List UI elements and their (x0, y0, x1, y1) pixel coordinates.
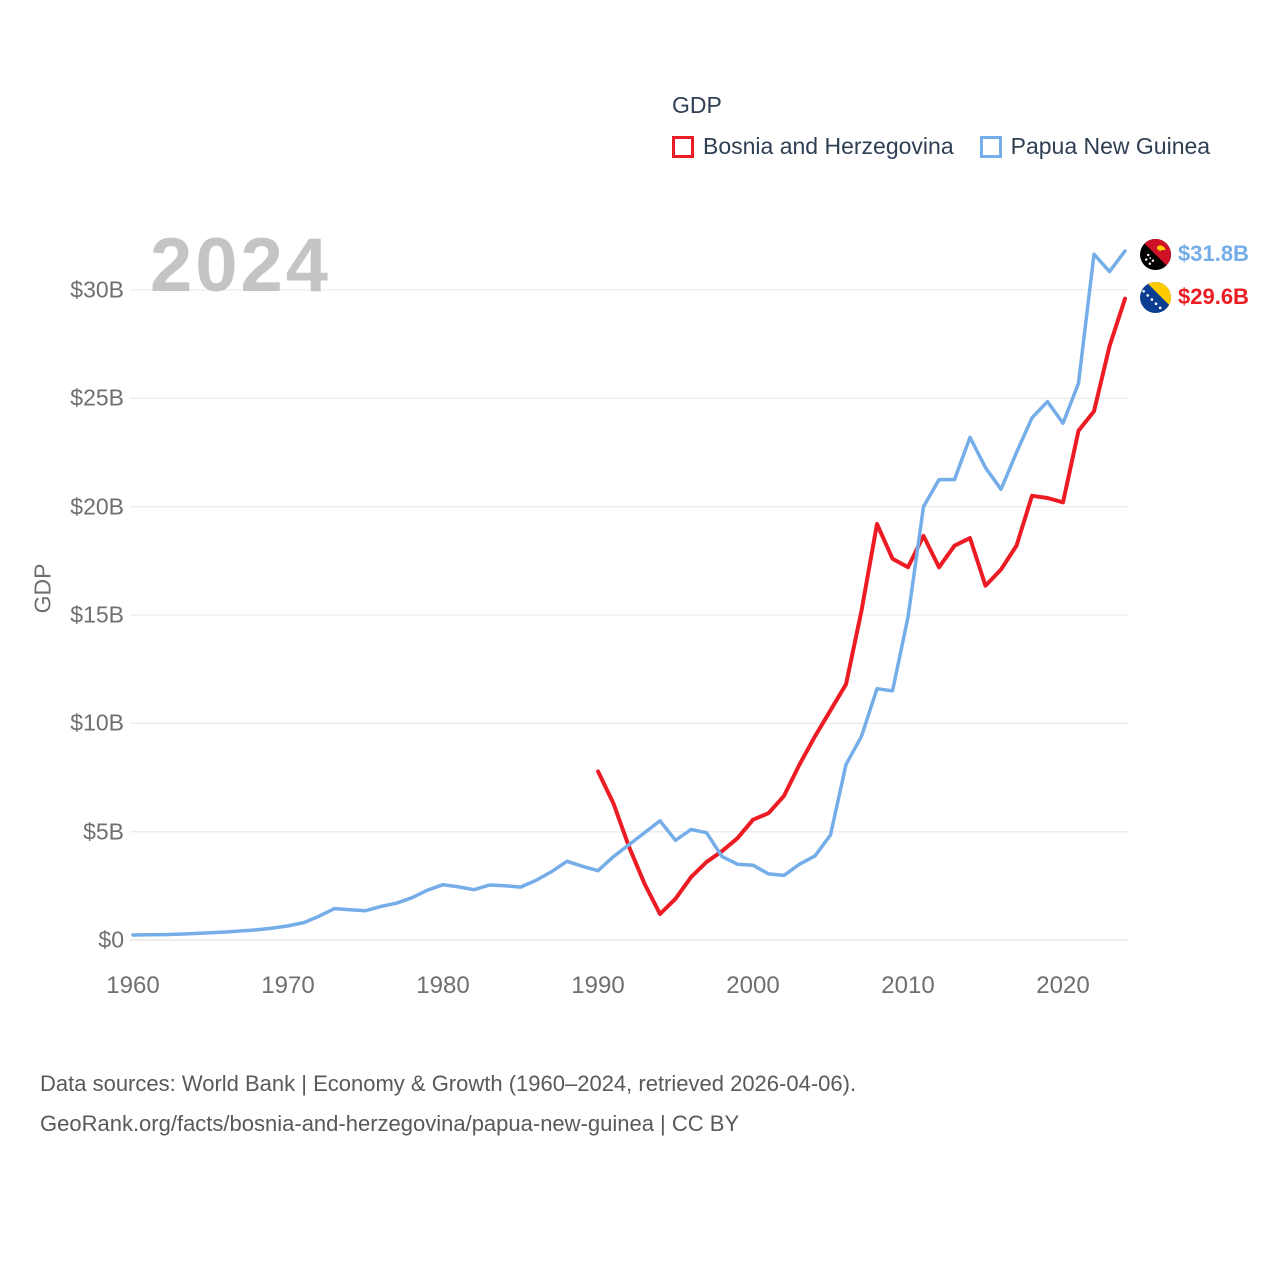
x-tick-label: 2020 (1036, 972, 1090, 999)
png-end-value-label: $31.8B (1178, 241, 1249, 266)
legend-label-bosnia: Bosnia and Herzegovina (703, 133, 954, 159)
legend-label-papua-new-guinea: Papua New Guinea (1010, 133, 1211, 159)
y-tick-label: $25B (70, 384, 124, 411)
footer-attribution-line[interactable]: GeoRank.org/facts/bosnia-and-herzegovina… (40, 1111, 740, 1137)
y-tick-label: $20B (70, 493, 124, 520)
x-tick-label: 2000 (726, 972, 780, 999)
y-tick-label: $5B (83, 818, 124, 845)
footer-sources-line: Data sources: World Bank | Economy & Gro… (40, 1071, 857, 1096)
papua-new-guinea-flag-icon (1140, 239, 1171, 270)
bosnia-end-value-label: $29.6B (1178, 284, 1249, 309)
y-tick-label: $30B (70, 276, 124, 303)
watermark-year: 2024 (150, 223, 332, 308)
chart-legend: GDP Bosnia and Herzegovina Papua New Gui… (672, 92, 1210, 160)
legend-item-bosnia[interactable]: Bosnia and Herzegovina (672, 133, 954, 160)
x-tick-label: 1980 (416, 972, 470, 999)
bosnia-series-swatch-icon (672, 135, 694, 158)
x-tick-label: 1990 (571, 972, 625, 999)
x-tick-label: 2010 (881, 972, 935, 999)
bosnia-herzegovina-flag-icon (1140, 282, 1171, 313)
y-tick-label: $0 (98, 926, 124, 953)
x-tick-label: 1960 (106, 972, 160, 999)
y-tick-label: $15B (70, 601, 124, 628)
y-tick-label: $10B (70, 709, 124, 736)
x-tick-label: 1970 (261, 972, 315, 999)
legend-title: GDP (672, 92, 722, 118)
papua-new-guinea-gdp-line[interactable] (131, 249, 1127, 937)
data-sources-footer: Data sources: World Bank | Economy & Gro… (40, 1064, 856, 1144)
legend-item-papua-new-guinea[interactable]: Papua New Guinea (979, 133, 1211, 160)
bosnia-gdp-line[interactable] (596, 296, 1127, 916)
papua-new-guinea-series-swatch-icon (979, 135, 1002, 158)
